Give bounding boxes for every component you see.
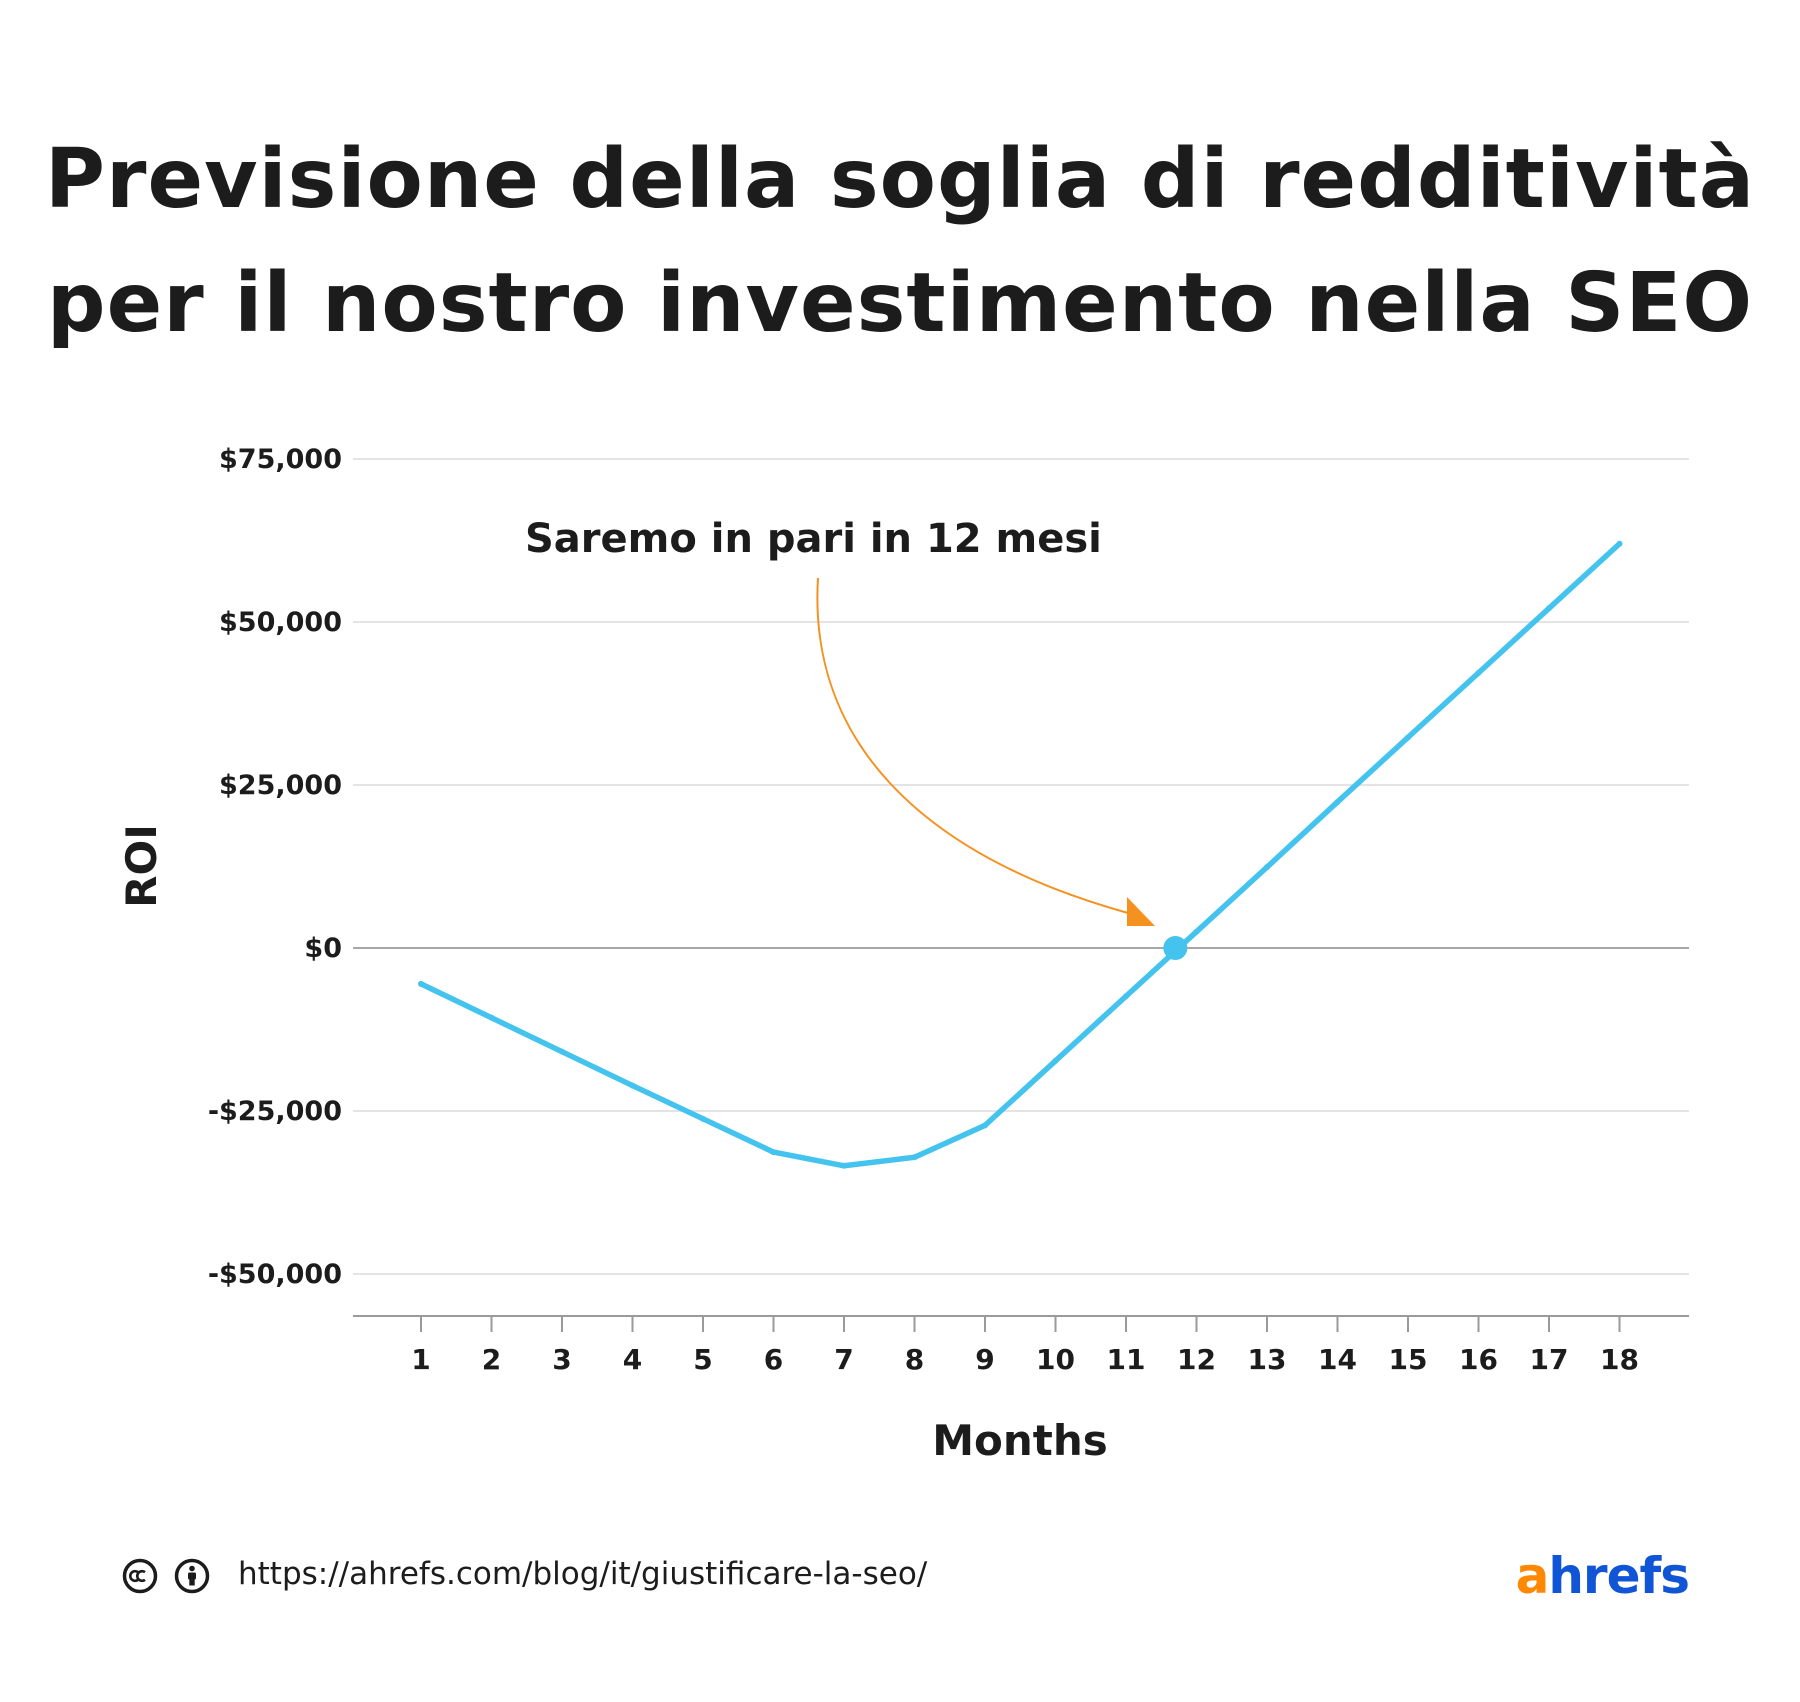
data-point: [700, 1115, 706, 1122]
x-tick-label: 16: [1459, 1343, 1498, 1376]
data-point: [559, 1048, 565, 1055]
data-point: [1475, 669, 1482, 676]
x-tick-label: 4: [623, 1343, 642, 1376]
x-tick-label: 11: [1107, 1343, 1146, 1376]
data-point: [418, 980, 424, 987]
chart-title-line-2: per il nostro investimento nella SEO: [46, 256, 1754, 351]
data-point: [1123, 993, 1129, 1000]
x-tick-label: 10: [1036, 1343, 1075, 1376]
x-tick-label: 6: [764, 1343, 783, 1376]
series: [418, 540, 1623, 1169]
annotation: Saremo in pari in 12 mesi: [525, 516, 1155, 926]
ahrefs-logo-a: a: [1515, 1547, 1550, 1605]
x-tick-label: 3: [552, 1343, 571, 1376]
source-url[interactable]: https://ahrefs.com/blog/it/giustificare-…: [238, 1556, 928, 1592]
y-tick-label: -$25,000: [208, 1096, 342, 1127]
annotation-arrowhead: [1127, 897, 1155, 926]
x-tick-label: 9: [975, 1343, 994, 1376]
data-point: [1405, 734, 1411, 741]
x-tick-label: 13: [1248, 1343, 1287, 1376]
data-point: [1334, 798, 1341, 805]
data-point: [1616, 540, 1623, 547]
x-tick-label: 17: [1530, 1343, 1569, 1376]
y-axis-title: ROI: [117, 824, 166, 908]
gridlines: [353, 458, 1689, 1275]
x-tick-label: 1: [411, 1343, 430, 1376]
y-axis-ticks: $75,000 $50,000 $25,000 $0 -$25,000 -$50,000: [208, 444, 342, 1290]
roi-series-line: [418, 541, 1623, 1169]
x-tick-label: 7: [834, 1343, 853, 1376]
y-tick-label: -$50,000: [208, 1259, 342, 1290]
annotation-label: Saremo in pari in 12 mesi: [525, 516, 1102, 562]
annotation-arrow-curve: [816, 577, 1129, 914]
x-tick-label: 18: [1600, 1343, 1639, 1376]
data-point: [1193, 928, 1200, 935]
data-point: [982, 1122, 988, 1129]
x-axis: 1 2 3 4 5 6 7 8 9 10 11 12 13 14 15 16 17 18: [353, 1315, 1689, 1376]
x-tick-label: 5: [693, 1343, 712, 1376]
data-point: [1264, 864, 1270, 871]
x-axis-title: Months: [932, 1416, 1108, 1465]
y-tick-label: $75,000: [219, 444, 342, 475]
data-point: [1546, 605, 1552, 612]
data-point: [488, 1014, 495, 1021]
attribution-person-icon: [174, 1558, 210, 1594]
ahrefs-logo[interactable]: ahrefs: [1515, 1547, 1690, 1605]
ahrefs-logo-hrefs: hrefs: [1548, 1547, 1690, 1605]
y-tick-label: $50,000: [219, 607, 342, 638]
breakeven-marker: [1163, 936, 1188, 960]
data-point: [629, 1082, 636, 1089]
chart-title-line-1: Previsione della soglia di redditività: [44, 132, 1756, 227]
data-point: [911, 1154, 918, 1161]
chart-title: Previsione della soglia di redditività p…: [0, 118, 1800, 366]
y-tick-label: $25,000: [219, 770, 342, 801]
x-tick-label: 2: [482, 1343, 501, 1376]
x-tick-label: 12: [1177, 1343, 1216, 1376]
data-point: [770, 1149, 777, 1156]
data-point: [841, 1162, 847, 1169]
x-tick-label: 15: [1389, 1343, 1428, 1376]
y-tick-label: $0: [304, 933, 342, 964]
x-tick-label: 8: [905, 1343, 924, 1376]
x-tick-label: 14: [1318, 1343, 1357, 1376]
data-point: [1052, 1057, 1059, 1064]
creative-commons-icon: [122, 1558, 158, 1594]
